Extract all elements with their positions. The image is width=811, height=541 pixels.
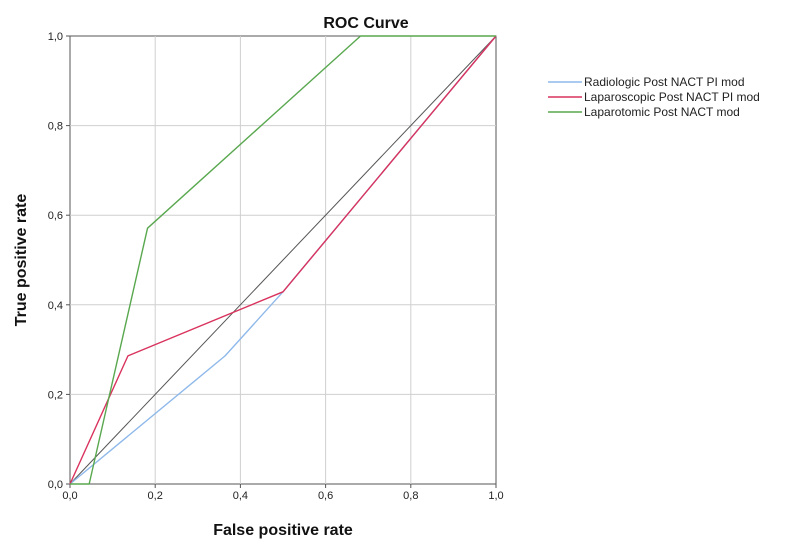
plot-area: 0,0 0,2 0,4 0,6 0,8 1,0 0,0 0,2 0,4 0,6 0,8 1,0 <box>48 31 504 502</box>
x-tick-label: 0,2 <box>148 490 163 502</box>
y-tick-label: 0,0 <box>48 479 63 491</box>
legend-label-3: Laparotomic Post NACT mod <box>584 105 740 119</box>
y-tick-label: 0,4 <box>48 300 63 312</box>
y-tick-label: 0,2 <box>48 389 63 401</box>
x-tick-label: 0,8 <box>403 490 418 502</box>
x-tick-label: 0,0 <box>62 490 77 502</box>
x-tick-label: 1,0 <box>488 490 503 502</box>
y-tick-label: 0,8 <box>48 121 63 133</box>
chart-title: ROC Curve <box>323 15 408 32</box>
series-line-2 <box>69 35 497 485</box>
x-tick-label: 0,4 <box>233 490 248 502</box>
x-tick-label: 0,6 <box>318 490 333 502</box>
y-tick-label: 1,0 <box>48 31 63 43</box>
legend-label-1: Radiologic Post NACT PI mod <box>584 75 745 89</box>
reference-line <box>69 35 497 485</box>
y-axis-title: True positive rate <box>13 194 30 327</box>
y-tick-label: 0,6 <box>48 210 63 222</box>
x-axis-title: False positive rate <box>213 522 353 539</box>
series-line-3 <box>70 35 496 485</box>
legend: Radiologic Post NACT PI modLaparoscopic … <box>548 75 760 119</box>
legend-label-2: Laparoscopic Post NACT PI mod <box>584 90 760 104</box>
